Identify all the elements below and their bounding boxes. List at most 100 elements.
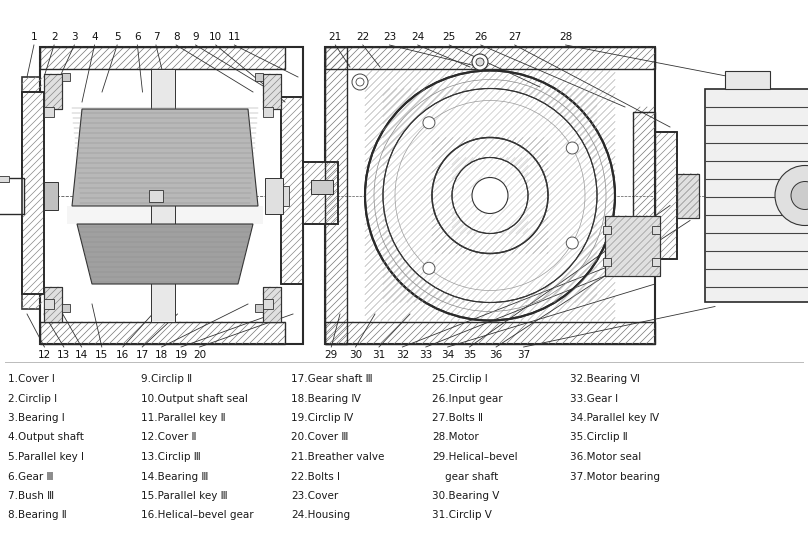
Bar: [263, 287, 281, 322]
Circle shape: [452, 157, 528, 234]
Bar: [44, 299, 54, 309]
Bar: [725, 70, 770, 89]
Text: 26: 26: [474, 32, 487, 42]
Text: 15: 15: [95, 350, 108, 360]
Text: 2: 2: [51, 32, 57, 42]
Text: 36.Motor seal: 36.Motor seal: [570, 452, 641, 462]
Text: 29: 29: [325, 350, 338, 360]
Text: 17: 17: [136, 350, 149, 360]
Text: 11: 11: [228, 32, 241, 42]
Bar: [263, 299, 273, 309]
Text: 37.Motor bearing: 37.Motor bearing: [570, 471, 659, 482]
Text: 8: 8: [173, 32, 179, 42]
Bar: [325, 47, 655, 344]
Text: 13: 13: [57, 350, 70, 360]
Bar: [303, 162, 338, 224]
Bar: [677, 173, 699, 217]
Text: 13.Circlip Ⅲ: 13.Circlip Ⅲ: [141, 452, 201, 462]
Text: 6: 6: [134, 32, 141, 42]
Bar: [0, 176, 9, 182]
Text: 20: 20: [193, 350, 206, 360]
Text: 21: 21: [329, 32, 342, 42]
Bar: [22, 92, 44, 294]
Text: 25: 25: [443, 32, 456, 42]
Text: 36: 36: [490, 350, 503, 360]
Text: 37: 37: [517, 350, 530, 360]
Bar: [633, 112, 655, 244]
Bar: [22, 77, 42, 309]
Text: 16: 16: [116, 350, 129, 360]
Text: 34.Parallel key Ⅳ: 34.Parallel key Ⅳ: [570, 413, 659, 423]
Circle shape: [566, 142, 579, 154]
Bar: [603, 226, 611, 234]
Text: 5: 5: [114, 32, 120, 42]
Text: 27.Bolts Ⅱ: 27.Bolts Ⅱ: [432, 413, 483, 423]
Bar: [303, 162, 338, 224]
Text: 22.Bolts Ⅰ: 22.Bolts Ⅰ: [291, 471, 340, 482]
Text: 14.Bearing Ⅲ: 14.Bearing Ⅲ: [141, 471, 208, 482]
Circle shape: [566, 237, 579, 249]
Bar: [40, 47, 303, 344]
Bar: [44, 74, 62, 109]
Text: 2.Circlip Ⅰ: 2.Circlip Ⅰ: [8, 394, 57, 403]
Bar: [255, 304, 263, 312]
Bar: [263, 107, 273, 117]
Text: 18: 18: [155, 350, 168, 360]
Text: 5.Parallel key Ⅰ: 5.Parallel key Ⅰ: [8, 452, 84, 462]
Text: 3.Bearing Ⅰ: 3.Bearing Ⅰ: [8, 413, 65, 423]
Bar: [652, 258, 660, 265]
Bar: [263, 74, 281, 109]
Circle shape: [432, 137, 548, 253]
Bar: [149, 190, 162, 201]
Bar: [705, 89, 808, 301]
Polygon shape: [72, 109, 258, 206]
Bar: [62, 73, 70, 81]
Bar: [605, 215, 660, 275]
Text: 18.Bearing Ⅳ: 18.Bearing Ⅳ: [291, 394, 360, 403]
Bar: [325, 47, 655, 69]
Text: 30.Bearing Ⅴ: 30.Bearing Ⅴ: [432, 491, 499, 501]
Text: 16.Helical–bevel gear: 16.Helical–bevel gear: [141, 511, 254, 520]
Text: 6.Gear Ⅲ: 6.Gear Ⅲ: [8, 471, 53, 482]
Text: 32.Bearing Ⅵ: 32.Bearing Ⅵ: [570, 374, 639, 384]
Text: 24: 24: [411, 32, 424, 42]
Text: 11.Parallel key Ⅱ: 11.Parallel key Ⅱ: [141, 413, 226, 423]
Text: 32: 32: [396, 350, 409, 360]
Text: 9.Circlip Ⅱ: 9.Circlip Ⅱ: [141, 374, 192, 384]
Text: 1: 1: [31, 32, 37, 42]
Circle shape: [423, 262, 435, 274]
Bar: [605, 215, 660, 275]
Text: 7: 7: [153, 32, 159, 42]
Polygon shape: [77, 224, 253, 284]
Text: 33: 33: [419, 350, 432, 360]
Bar: [44, 287, 62, 322]
Text: 31.Circlip Ⅴ: 31.Circlip Ⅴ: [432, 511, 492, 520]
Circle shape: [356, 78, 364, 86]
Text: 23: 23: [383, 32, 396, 42]
Text: 12.Cover Ⅱ: 12.Cover Ⅱ: [141, 432, 197, 442]
Bar: [44, 107, 54, 117]
Bar: [655, 132, 677, 259]
Text: 19.Circlip Ⅳ: 19.Circlip Ⅳ: [291, 413, 353, 423]
Text: 35.Circlip Ⅱ: 35.Circlip Ⅱ: [570, 432, 627, 442]
Bar: [283, 185, 289, 206]
Text: 9: 9: [192, 32, 199, 42]
Bar: [67, 206, 263, 224]
Bar: [150, 69, 175, 322]
Text: 34: 34: [441, 350, 454, 360]
Text: 12: 12: [38, 350, 51, 360]
Bar: [44, 287, 62, 322]
Circle shape: [423, 117, 435, 129]
Text: 23.Cover: 23.Cover: [291, 491, 338, 501]
Bar: [0, 178, 24, 214]
Bar: [40, 322, 285, 344]
Bar: [311, 179, 333, 193]
Circle shape: [383, 89, 597, 302]
Bar: [255, 73, 263, 81]
Bar: [603, 258, 611, 265]
Text: 1.Cover Ⅰ: 1.Cover Ⅰ: [8, 374, 55, 384]
Bar: [40, 47, 285, 69]
Text: 29.Helical–bevel: 29.Helical–bevel: [432, 452, 518, 462]
Text: 24.Housing: 24.Housing: [291, 511, 350, 520]
Text: 27: 27: [508, 32, 521, 42]
